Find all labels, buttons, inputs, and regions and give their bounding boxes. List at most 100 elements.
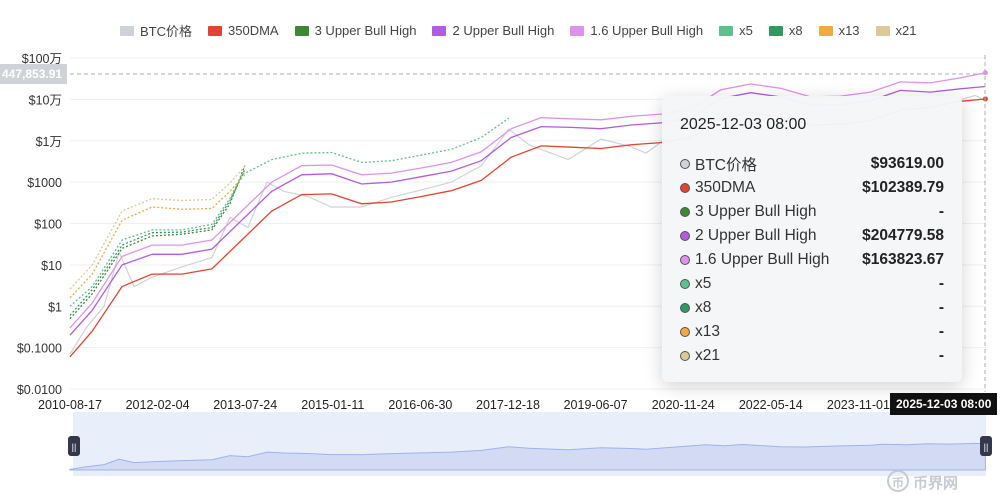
tooltip-series-name: 3 Upper Bull High (695, 203, 817, 220)
legend-swatch-icon (719, 25, 734, 36)
tooltip-dot-icon (680, 327, 690, 337)
legend-item[interactable]: x13 (818, 21, 860, 40)
legend-label: BTC价格 (140, 24, 193, 39)
tooltip-series-value: - (938, 323, 944, 340)
legend-swatch-icon (768, 25, 783, 36)
tooltip-series-value: $102389.79 (862, 179, 944, 196)
tooltip-series-value: - (938, 275, 944, 292)
tooltip-series-value: $93619.00 (870, 155, 944, 172)
watermark-logo-icon: 币 (887, 470, 909, 492)
legend-swatch-icon (875, 25, 890, 36)
navigator-right-handle[interactable] (980, 436, 992, 456)
crosshair-date-label: 2025-12-03 08:00 (890, 393, 998, 415)
legend-item[interactable]: BTC价格 (120, 21, 192, 40)
y-axis: $0.0100 $0.1000 $1 $10 $100 $1000 $1万 $10万 $100万 (17, 52, 62, 397)
tooltip-dot-icon (680, 351, 690, 361)
legend-label: 1.6 Upper Bull High (590, 23, 704, 38)
x-tick-label: 2020-11-24 (652, 398, 715, 412)
tooltip-rows: BTC价格 $93619.00 350DMA $102389.79 3 Upper Bu… (680, 152, 944, 368)
y-tick-label: $100万 (22, 52, 62, 66)
tooltip-dot-icon (680, 207, 690, 217)
legend-item[interactable]: x21 (875, 21, 917, 40)
legend-swatch-icon (294, 25, 309, 36)
legend-item[interactable]: 1.6 Upper Bull High (570, 21, 703, 40)
y-tick-label: $0.0100 (17, 383, 62, 397)
tooltip-row: x8 - (680, 296, 944, 320)
tooltip-series-name: 2 Upper Bull High (695, 227, 817, 244)
crosshair-price-label: 447,853.91 (0, 64, 68, 84)
x-tick-label: 2023-11-01 (827, 398, 890, 412)
tooltip-series-value: - (938, 347, 944, 364)
legend-label: x13 (838, 23, 860, 38)
legend-item[interactable]: 350DMA (208, 21, 279, 40)
series-line-x13 (69, 174, 246, 299)
y-tick-label: $1 (48, 300, 62, 314)
x-tick-label: 2016-06-30 (388, 398, 452, 412)
legend-swatch-icon (432, 25, 447, 36)
legend-label: 2 Upper Bull High (452, 23, 555, 38)
legend-swatch-icon (570, 25, 585, 36)
watermark-text: 币界网 (913, 475, 959, 492)
tooltip-row: x5 - (680, 272, 944, 296)
legend: BTC价格 350DMA 3 Upper Bull High 2 Upper Bull… (120, 21, 917, 40)
tooltip-series-name: BTC价格 (695, 157, 758, 174)
x-tick-label: 2017-12-18 (476, 398, 540, 412)
navigator-right-handle-grip: || (984, 442, 989, 452)
tooltip-row: BTC价格 $93619.00 (680, 152, 944, 176)
tooltip-row: 1.6 Upper Bull High $163823.67 (680, 248, 944, 272)
navigator-left-handle-grip: || (72, 442, 77, 452)
tooltip-series-name: x8 (695, 299, 712, 316)
legend-swatch-icon (818, 25, 833, 36)
tooltip-dot-icon (680, 279, 690, 289)
series-line-x21 (69, 165, 246, 290)
tooltip-series-name: x13 (695, 323, 720, 340)
y-tick-label: $0.1000 (17, 342, 62, 356)
tooltip-row: x13 - (680, 320, 944, 344)
y-tick-label: $1000 (27, 176, 62, 190)
y-tick-label: $100 (34, 218, 62, 232)
tooltip-row: 2 Upper Bull High $204779.58 (680, 224, 944, 248)
y-tick-label: $10万 (29, 93, 62, 107)
tooltip-series-name: x5 (695, 275, 712, 292)
tooltip-series-value: $163823.67 (862, 251, 944, 268)
navigator-series (69, 442, 986, 471)
legend-swatch-icon (208, 25, 223, 36)
tooltip-row: 3 Upper Bull High - (680, 200, 944, 224)
tooltip-dot-icon (680, 183, 690, 193)
legend-item[interactable]: 2 Upper Bull High (432, 21, 554, 40)
tooltip-series-value: - (938, 299, 944, 316)
x-tick-label: 2015-01-11 (301, 398, 364, 412)
legend-label: x8 (788, 23, 803, 38)
tooltip-row: 350DMA $102389.79 (680, 176, 944, 200)
x-axis: 2010-08-17 2012-02-04 2013-07-24 2015-01-11… (38, 398, 890, 412)
gridlines (70, 57, 986, 390)
legend-item[interactable]: 3 Upper Bull High (294, 21, 417, 40)
y-tick-label: $10 (41, 259, 62, 273)
navigator: || || (68, 412, 992, 476)
tooltip-series-name: x21 (695, 347, 720, 364)
x-tick-label: 2012-02-04 (126, 398, 190, 412)
legend-swatch-icon (120, 25, 134, 36)
tooltip: 2025-12-03 08:00 BTC价格 $93619.00 350DMA $10… (662, 96, 962, 382)
legend-label: x21 (895, 23, 917, 38)
series-line-x5 (69, 117, 510, 307)
tooltip-series-name: 1.6 Upper Bull High (695, 251, 830, 268)
x-tick-label: 2010-08-17 (38, 398, 102, 412)
navigator-left-handle[interactable] (68, 436, 80, 456)
x-tick-label: 2022-05-14 (739, 398, 803, 412)
legend-label: 3 Upper Bull High (314, 23, 417, 38)
tooltip-dot-icon (680, 231, 690, 241)
tooltip-date: 2025-12-03 08:00 (680, 116, 807, 133)
tooltip-dot-icon (680, 255, 690, 265)
x-tick-label: 2013-07-24 (213, 398, 277, 412)
tooltip-series-value: $204779.58 (862, 227, 944, 244)
tooltip-series-value: - (938, 203, 944, 220)
tooltip-dot-icon (680, 303, 690, 313)
tooltip-series-name: 350DMA (695, 179, 756, 196)
tooltip-row: x21 - (680, 344, 944, 368)
x-tick-label: 2019-06-07 (564, 398, 628, 412)
legend-item[interactable]: x5 (719, 21, 753, 40)
legend-item[interactable]: x8 (768, 21, 803, 40)
legend-label: 350DMA (228, 23, 279, 38)
